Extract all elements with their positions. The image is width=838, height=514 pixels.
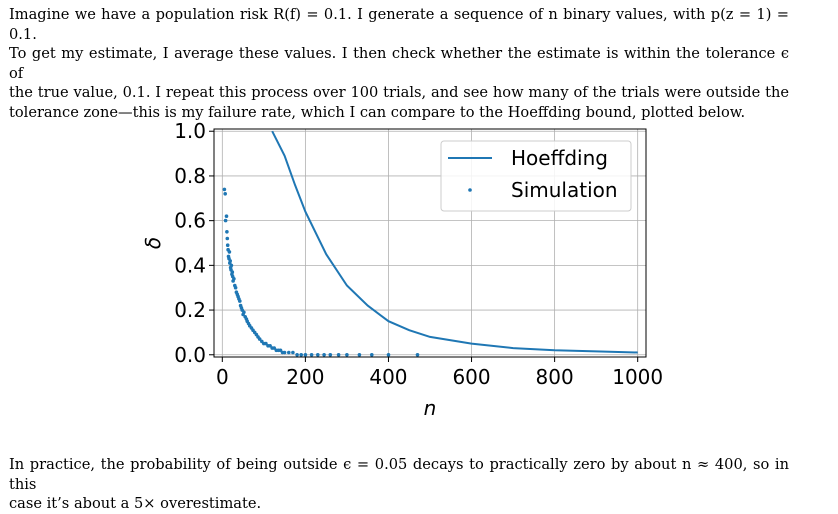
simulation-point [224,214,229,218]
y-tick-label: 0.6 [174,209,206,233]
x-tick-label: 800 [536,365,574,389]
simulation-point [287,350,291,355]
simulation-point [316,353,320,357]
simulation-point [322,353,326,357]
simulation-point [228,259,232,263]
hoeffding-line [271,130,638,354]
y-tick-label: 1.0 [174,119,206,143]
conclusion-line: case it’s about a 5× overestimate. [9,495,262,513]
y-axis-label: δ [141,237,165,249]
y-tick-label: 0.4 [174,253,206,277]
intro-line: Imagine we have a population risk R(f) =… [9,6,789,43]
simulation-point [225,230,229,234]
simulation-point [295,353,299,357]
x-tick-label: 400 [369,365,407,389]
simulation-point [299,353,304,357]
y-tick-label: 0.8 [174,164,206,188]
conclusion-line: In practice, the probability of being ou… [9,456,789,493]
intro-line: the true value, 0.1. I repeat this proce… [9,84,789,102]
series-hoeffding [271,130,638,354]
simulation-point [225,236,230,241]
y-tick-label: 0.2 [174,298,206,322]
simulation-point [229,263,234,268]
x-tick-label: 600 [452,365,490,389]
plot-frame [213,128,647,358]
simulation-point [415,353,420,357]
simulation-point [238,299,242,303]
intro-line: tolerance zone—this is my failure rate, … [9,103,746,121]
legend: Hoeffding Simulation [440,140,632,212]
simulation-point [223,192,227,196]
simulation-point [227,250,232,254]
simulation-point [291,350,295,355]
simulation-point [386,353,391,357]
axis-ticks: 0 200 400 600 800 1000 0.0 0.2 0.4 0.6 0.8 1.0 [174,119,663,389]
simulation-point [336,353,341,357]
series-simulation [222,187,420,357]
simulation-point [282,350,287,355]
simulation-point [328,353,333,357]
x-tick-label: 1000 [612,365,663,389]
simulation-point [232,277,236,281]
simulation-point [242,310,246,315]
x-tick-label: 0 [216,365,229,389]
legend-hoeffding-label: Hoeffding [511,146,608,170]
y-tick-label: 0.0 [174,343,206,367]
intro-line: To get my estimate, I average these valu… [9,45,789,82]
simulation-point [345,353,349,357]
conclusion-paragraph: In practice, the probability of being ou… [9,455,789,514]
simulation-point [257,337,262,341]
x-tick-label: 200 [286,365,324,389]
simulation-point [225,243,230,247]
simulation-point [223,218,228,223]
simulation-point [303,353,308,357]
simulation-point [309,353,314,357]
simulation-point [268,344,272,348]
simulation-point [222,187,227,192]
legend-simulation-swatch [468,188,472,192]
x-axis-label: n [424,396,437,420]
simulation-point [230,270,235,274]
simulation-point [370,353,374,357]
simulation-point [233,285,238,290]
simulation-point [357,353,362,357]
legend-simulation-label: Simulation [511,178,618,202]
intro-paragraph: Imagine we have a population risk R(f) =… [9,5,789,123]
